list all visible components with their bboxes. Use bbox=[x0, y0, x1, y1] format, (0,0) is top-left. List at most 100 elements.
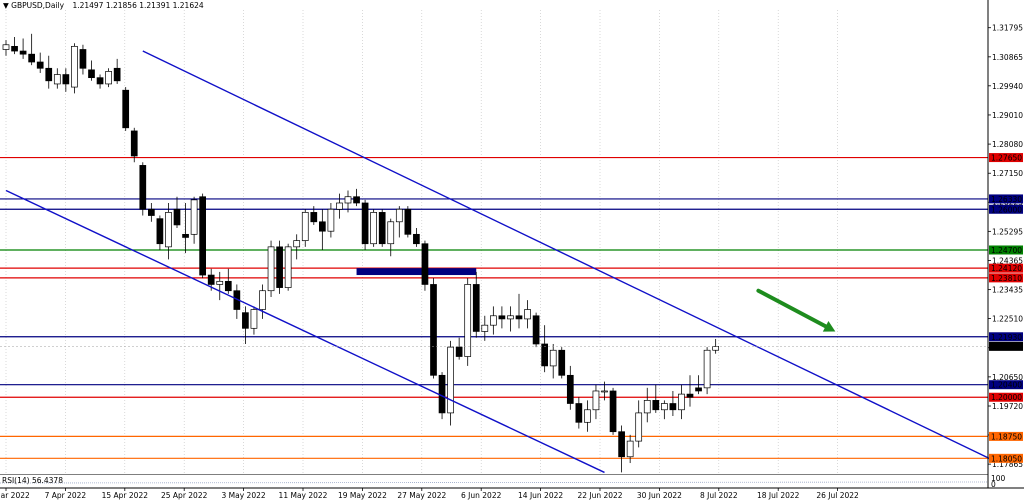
candle-body bbox=[19, 50, 27, 55]
candle-body bbox=[575, 403, 583, 423]
candle-body bbox=[438, 374, 446, 414]
level-tag-label: 1.20000 bbox=[991, 393, 1022, 402]
candle-body bbox=[643, 400, 651, 414]
y-tick-label: 1.28080 bbox=[992, 140, 1023, 149]
candle bbox=[549, 343, 557, 379]
candle-body bbox=[293, 240, 301, 248]
candle bbox=[45, 55, 53, 89]
candle-body bbox=[327, 208, 335, 232]
candle bbox=[678, 384, 685, 420]
y-tick-label: 1.19720 bbox=[992, 402, 1023, 411]
candle bbox=[652, 384, 660, 413]
y-tick-label: 1.29940 bbox=[992, 82, 1023, 91]
candle bbox=[224, 268, 232, 294]
candle-body bbox=[430, 284, 437, 376]
candle-body bbox=[11, 45, 18, 52]
candle-body bbox=[413, 233, 420, 245]
candle bbox=[532, 312, 540, 348]
candle bbox=[122, 87, 130, 131]
candle-body bbox=[199, 196, 206, 276]
rsi-scale-bottom: 0 bbox=[991, 480, 996, 489]
candle-body bbox=[515, 315, 523, 320]
candle-body bbox=[156, 218, 164, 245]
candle-body bbox=[284, 246, 292, 288]
candle bbox=[310, 206, 318, 225]
horizontal-levels bbox=[0, 156, 988, 459]
candle-body bbox=[53, 74, 61, 85]
candle bbox=[190, 196, 198, 244]
candles bbox=[2, 33, 720, 473]
level-tag bbox=[989, 453, 1023, 463]
candle bbox=[36, 52, 44, 73]
current-price-label: 1.21624 bbox=[991, 342, 1022, 351]
level-tag bbox=[989, 153, 1023, 163]
candle-body bbox=[113, 67, 121, 82]
candle bbox=[643, 387, 651, 423]
x-tick-label: 14 Jun 2022 bbox=[518, 491, 563, 500]
candle bbox=[498, 306, 506, 329]
x-tick-label: 18 Jul 2022 bbox=[757, 491, 800, 500]
candle bbox=[28, 33, 35, 66]
level-tag-label: 1.24700 bbox=[991, 246, 1022, 255]
candle bbox=[395, 206, 403, 238]
x-tick-label: 7 Apr 2022 bbox=[45, 491, 87, 500]
candle-body bbox=[336, 202, 343, 210]
candle bbox=[601, 381, 608, 401]
candle bbox=[592, 384, 600, 420]
candle bbox=[173, 196, 181, 229]
candle-body bbox=[88, 69, 95, 79]
current-price-tag bbox=[989, 341, 1023, 351]
candle bbox=[293, 234, 301, 260]
x-tick-label: 15 Apr 2022 bbox=[102, 491, 149, 500]
level-tag bbox=[989, 380, 1023, 390]
candle-body bbox=[182, 233, 189, 238]
price-axis: 1.31795 1.30865 1.29940 1.29010 1.28080 1.271… bbox=[0, 24, 1023, 469]
candle-body bbox=[207, 274, 215, 285]
candle bbox=[53, 68, 61, 89]
trend-channel bbox=[5, 50, 990, 474]
x-tick-label: 25 Apr 2022 bbox=[161, 491, 208, 500]
candle-body bbox=[686, 393, 694, 398]
candle-body bbox=[28, 53, 35, 63]
candle-body bbox=[139, 165, 147, 210]
level-tag-label: 1.24120 bbox=[991, 264, 1022, 273]
candle-body bbox=[242, 312, 249, 329]
y-tick-label: 1.30865 bbox=[992, 53, 1023, 62]
candle bbox=[515, 293, 523, 329]
candle bbox=[130, 127, 138, 163]
candle-body bbox=[652, 400, 660, 411]
rsi-line bbox=[0, 481, 989, 484]
y-tick-label: 1.29010 bbox=[992, 111, 1023, 120]
y-tick-label: 1.27150 bbox=[992, 169, 1023, 178]
candle bbox=[584, 400, 591, 432]
dropdown-arrow-icon[interactable]: ▼ bbox=[3, 1, 9, 10]
candle-body bbox=[481, 324, 489, 332]
y-tick-label: 1.23435 bbox=[992, 286, 1023, 295]
candle bbox=[105, 68, 112, 88]
candle-body bbox=[618, 431, 625, 458]
candle-body bbox=[267, 246, 275, 292]
x-tick-label: 22 Jun 2022 bbox=[577, 491, 622, 500]
candle bbox=[165, 202, 172, 260]
candle-body bbox=[165, 212, 172, 248]
candle bbox=[626, 434, 634, 464]
y-tick-label: 1.22510 bbox=[992, 315, 1023, 324]
candle bbox=[259, 284, 266, 319]
candle bbox=[284, 243, 292, 291]
candle bbox=[301, 209, 309, 247]
candle-body bbox=[660, 403, 668, 411]
x-tick-label: 11 May 2022 bbox=[279, 491, 328, 500]
candle-body bbox=[404, 208, 412, 235]
candle-body bbox=[361, 202, 369, 245]
candle bbox=[558, 347, 566, 379]
candle bbox=[387, 218, 395, 257]
y-tick-label: 1.31795 bbox=[992, 24, 1023, 33]
candle-body bbox=[455, 346, 463, 357]
level-tag bbox=[989, 392, 1023, 402]
chart-header: ▼ GBPUSD,Daily 1.21497 1.21856 1.21391 1… bbox=[3, 1, 204, 10]
candle bbox=[199, 193, 206, 279]
x-tick-label: 3 May 2022 bbox=[222, 491, 266, 500]
candle bbox=[378, 209, 386, 247]
candle-body bbox=[524, 309, 531, 320]
